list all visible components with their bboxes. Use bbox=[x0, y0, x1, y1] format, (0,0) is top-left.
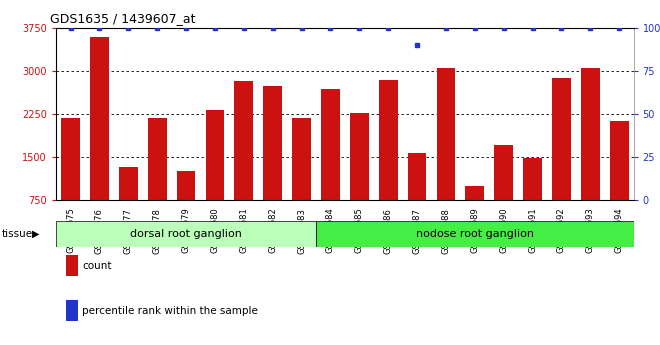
Bar bbox=[234, 81, 253, 200]
Bar bbox=[321, 89, 340, 200]
Bar bbox=[177, 171, 195, 200]
Text: count: count bbox=[82, 261, 112, 270]
Text: nodose root ganglion: nodose root ganglion bbox=[416, 229, 534, 239]
Bar bbox=[581, 68, 600, 200]
Text: ▶: ▶ bbox=[32, 229, 39, 239]
Bar bbox=[494, 146, 513, 200]
Bar bbox=[552, 78, 571, 200]
Bar bbox=[148, 118, 166, 200]
Bar bbox=[379, 80, 397, 200]
Bar bbox=[205, 110, 224, 200]
Bar bbox=[292, 118, 311, 200]
Bar bbox=[61, 118, 80, 200]
Bar bbox=[408, 153, 426, 200]
Bar bbox=[350, 113, 369, 200]
Bar bbox=[263, 86, 282, 200]
Bar bbox=[56, 221, 316, 247]
Bar bbox=[436, 68, 455, 200]
Text: GDS1635 / 1439607_at: GDS1635 / 1439607_at bbox=[50, 12, 196, 25]
Text: tissue: tissue bbox=[2, 229, 33, 239]
Text: dorsal root ganglion: dorsal root ganglion bbox=[130, 229, 242, 239]
Bar bbox=[316, 221, 634, 247]
Bar bbox=[119, 167, 138, 200]
Bar bbox=[90, 37, 109, 200]
Bar bbox=[465, 186, 484, 200]
Text: percentile rank within the sample: percentile rank within the sample bbox=[82, 306, 258, 315]
Bar bbox=[523, 158, 542, 200]
Bar bbox=[610, 121, 628, 200]
